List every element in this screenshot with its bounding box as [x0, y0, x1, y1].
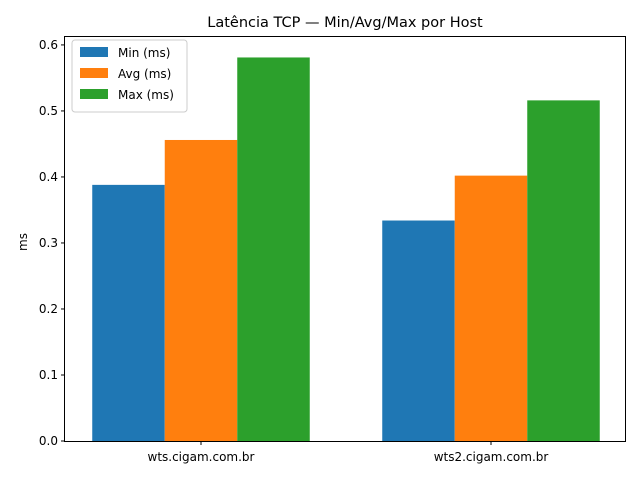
x-tick-label: wts.cigam.com.br — [148, 450, 255, 464]
y-tick-label: 0.5 — [39, 104, 58, 118]
legend-label: Max (ms) — [118, 88, 174, 102]
bar-1-1 — [92, 184, 165, 441]
plot-frame — [64, 36, 626, 442]
y-tick-label: 0.3 — [39, 236, 58, 250]
y-tick-label: 0.6 — [39, 38, 58, 52]
bar-3-2 — [527, 100, 600, 442]
y-axis-label: ms — [16, 233, 30, 251]
legend-label: Min (ms) — [118, 46, 170, 60]
bar-3-1 — [237, 57, 310, 442]
chart-title: Latência TCP — Min/Avg/Max por Host — [207, 15, 483, 31]
x-tick-label: wts2.cigam.com.br — [434, 450, 549, 464]
bar-2-1 — [164, 139, 238, 442]
legend: Min (ms) Avg (ms) Max (ms) — [71, 39, 188, 113]
x-ticks-group: wts.cigam.com.br wts2.cigam.com.br — [148, 441, 549, 464]
bar-2-2 — [454, 175, 528, 441]
y-tick-label: 0.0 — [39, 434, 58, 448]
y-ticks-group: 0.0 0.1 0.2 0.3 0.4 0.5 0.6 — [39, 38, 65, 448]
legend-label: Avg (ms) — [118, 67, 171, 81]
y-tick-label: 0.2 — [39, 302, 58, 316]
legend-swatch — [80, 89, 108, 99]
legend-swatch — [80, 68, 108, 78]
y-tick-label: 0.1 — [39, 368, 58, 382]
legend-swatch — [80, 47, 108, 57]
bars-group — [92, 57, 600, 442]
bar-1-2 — [382, 220, 455, 441]
y-tick-label: 0.4 — [39, 170, 58, 184]
